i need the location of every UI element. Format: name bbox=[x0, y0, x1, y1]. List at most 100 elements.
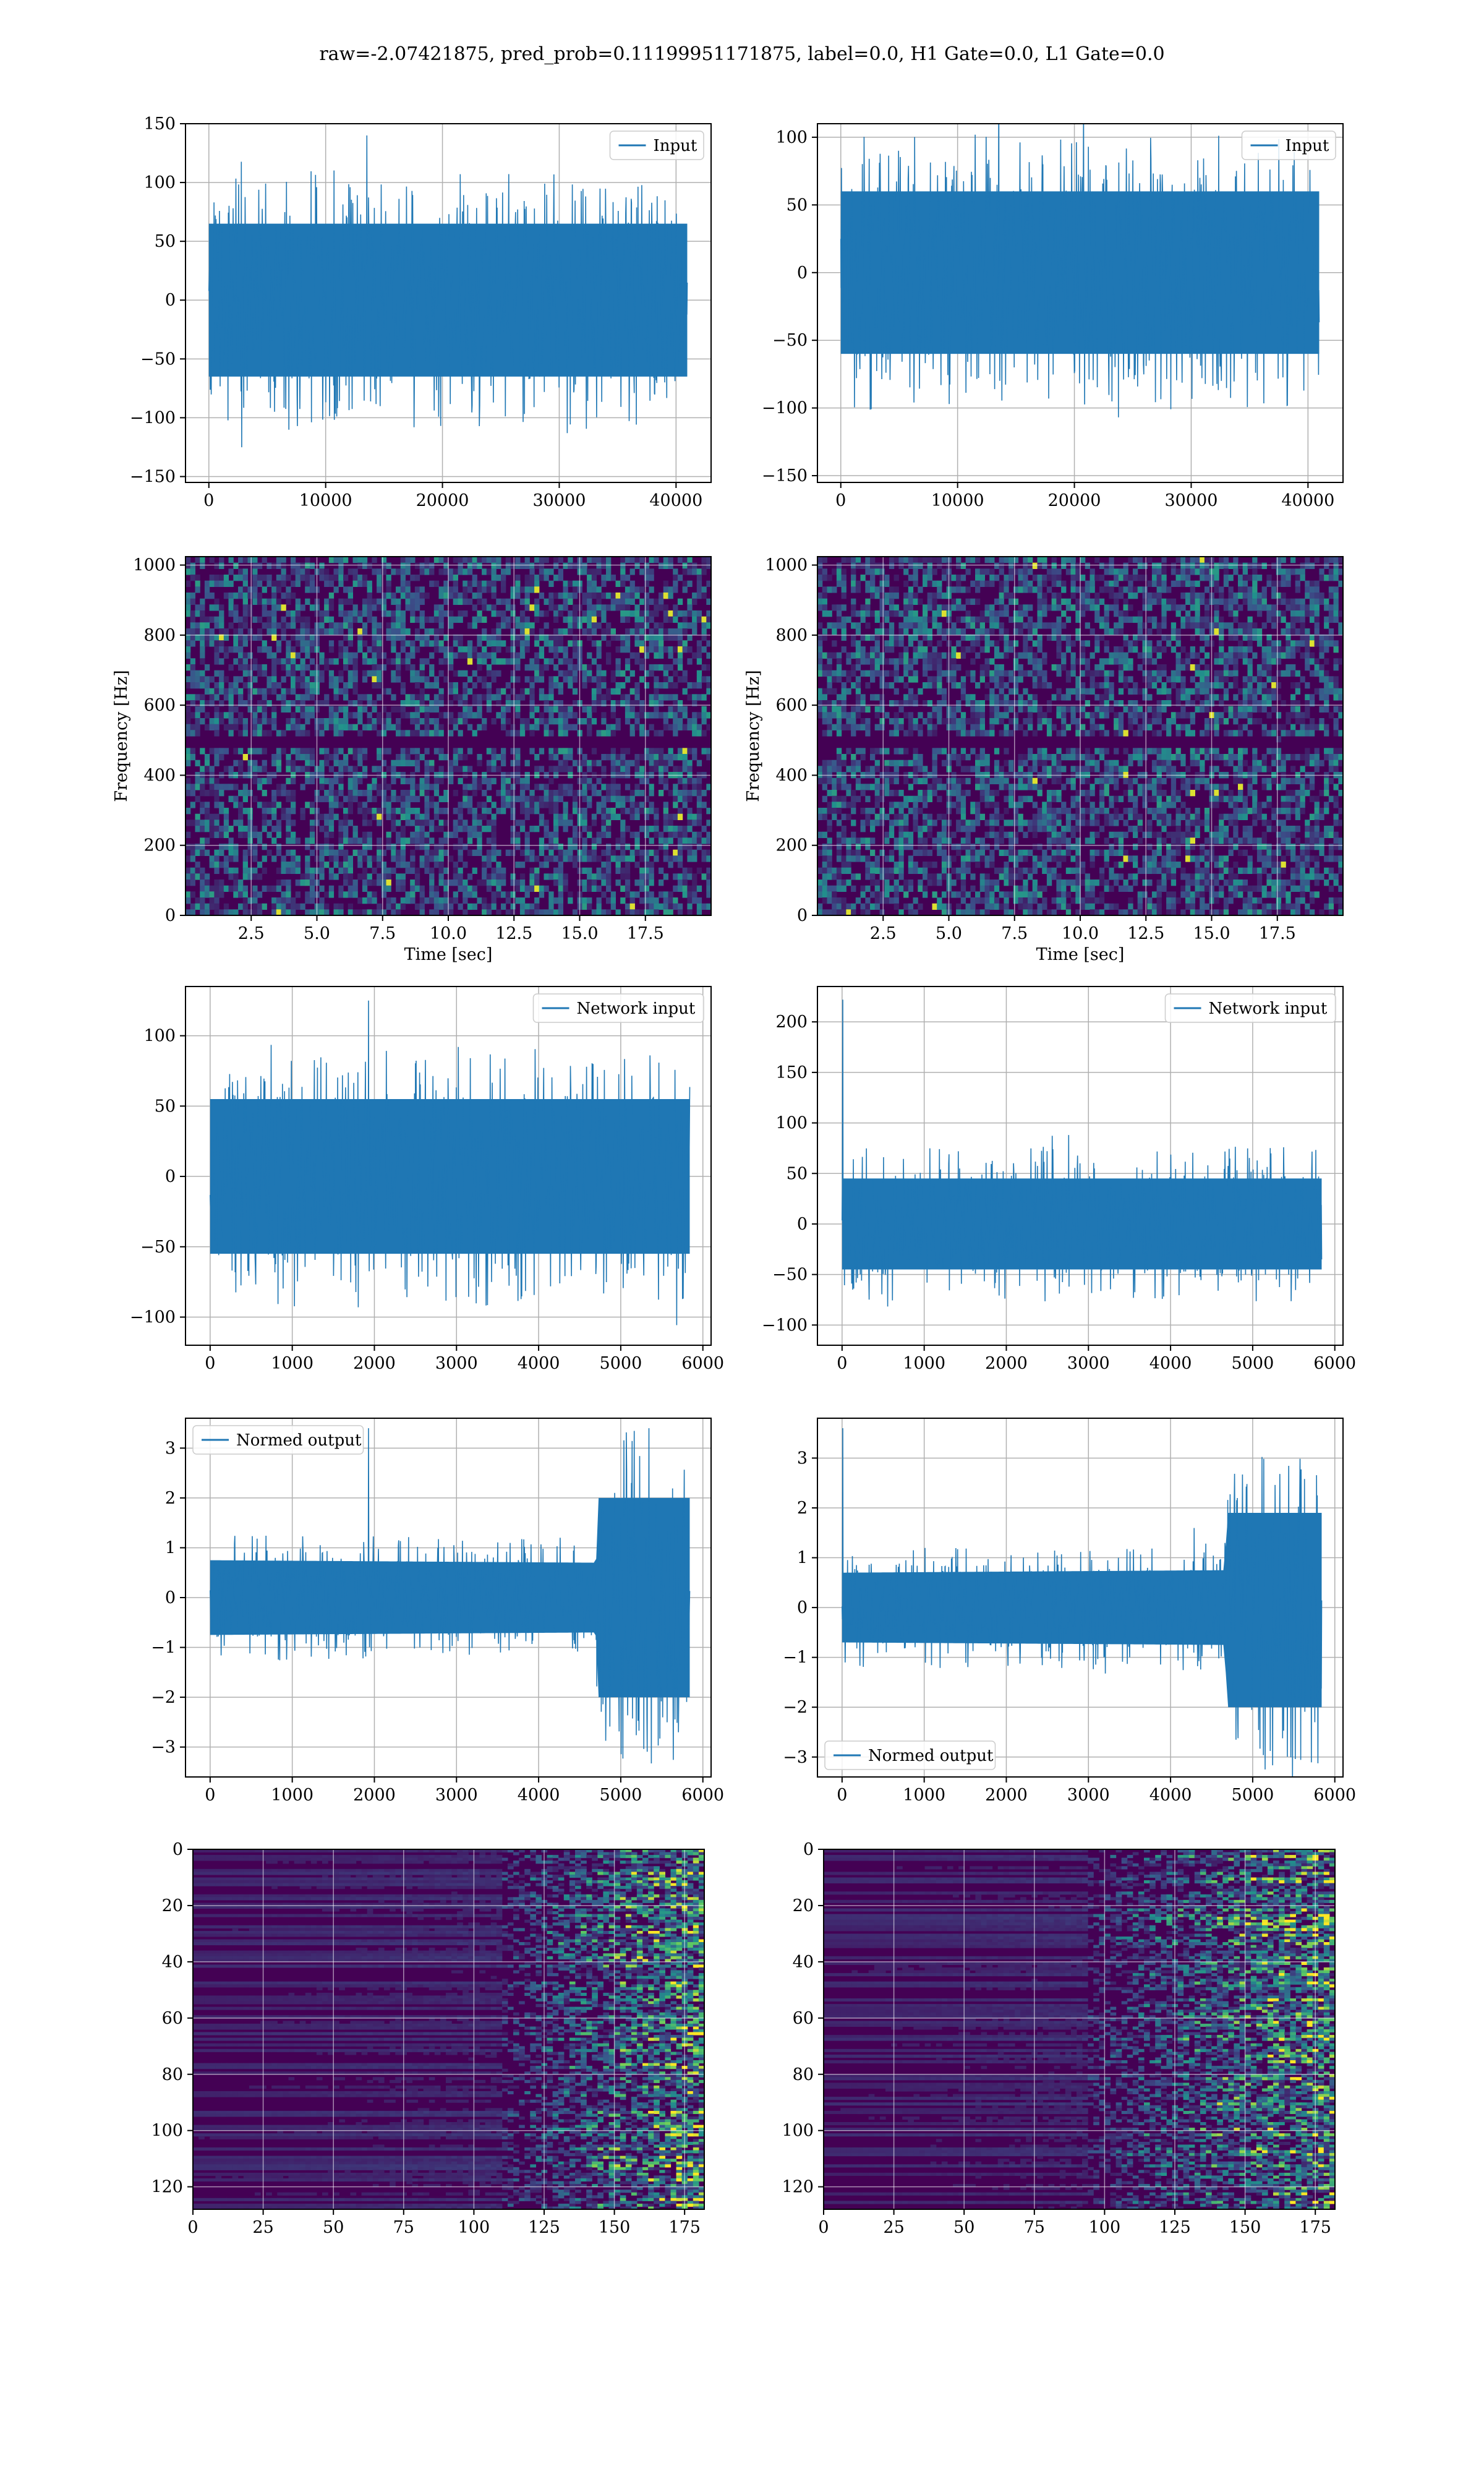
x-tick-label: 50 bbox=[323, 2218, 344, 2237]
input-l1-plot-area bbox=[817, 124, 1343, 482]
y-tick-label: 400 bbox=[775, 766, 808, 785]
y-tick-label: 60 bbox=[162, 2009, 183, 2028]
y-tick-label: 800 bbox=[143, 626, 176, 645]
y-tick-label: 200 bbox=[143, 836, 176, 855]
normed-output-h1-panel: Normed output 0 1000 2000 3000 4000 5000 6000 −3… bbox=[151, 1418, 724, 1805]
legend-label: Network input bbox=[1209, 999, 1328, 1018]
input-l1-panel: Input 0 10000 20000 30000 40000 −150 −100 −50 0 50… bbox=[762, 123, 1344, 510]
y-tick-label: 100 bbox=[143, 1027, 176, 1046]
legend: Normed output bbox=[192, 1425, 364, 1455]
x-tick-label: 25 bbox=[252, 2218, 273, 2237]
input-h1-panel: Input 0 10000 20000 30000 40000 −150 −100 −50 0 50… bbox=[130, 114, 712, 510]
x-tick-label: 6000 bbox=[1313, 1786, 1356, 1805]
spectrogram-h1-plot-area bbox=[186, 557, 711, 915]
y-tick-label: −3 bbox=[783, 1748, 808, 1767]
legend: Network input bbox=[532, 993, 704, 1023]
x-tick-label: 0 bbox=[837, 1786, 847, 1805]
x-tick-label: 3000 bbox=[435, 1786, 478, 1805]
x-tick-label: 6000 bbox=[681, 1354, 724, 1373]
y-tick-label: −50 bbox=[140, 1238, 176, 1257]
x-tick-label: 40000 bbox=[1281, 491, 1334, 510]
y-tick-label: 20 bbox=[793, 1896, 814, 1915]
x-tick-label: 0 bbox=[187, 2218, 198, 2237]
x-tick-label: 3000 bbox=[1067, 1786, 1110, 1805]
y-axis-label: Frequency [Hz] bbox=[744, 670, 763, 802]
x-tick-label: 2.5 bbox=[238, 924, 265, 943]
axes-frame bbox=[817, 1418, 1344, 1778]
x-tick-label: 30000 bbox=[1164, 491, 1217, 510]
x-tick-label: 5.0 bbox=[936, 924, 962, 943]
y-tick-label: 0 bbox=[165, 906, 176, 925]
network-input-l1-plot-area bbox=[817, 987, 1343, 1345]
x-axis-label: Time [sec] bbox=[404, 945, 493, 964]
x-tick-label: 0 bbox=[835, 491, 846, 510]
x-tick-label: 15.0 bbox=[1193, 924, 1230, 943]
legend-label: Normed output bbox=[868, 1747, 994, 1765]
axes-frame bbox=[185, 123, 712, 483]
x-tick-label: 25 bbox=[883, 2218, 904, 2237]
y-tick-label: 1000 bbox=[765, 556, 808, 575]
x-tick-label: 100 bbox=[458, 2218, 490, 2237]
y-tick-label: 1 bbox=[165, 1538, 176, 1557]
x-tick-label: 17.5 bbox=[627, 924, 664, 943]
feature-map-h1-panel: 0 25 50 75 100 125 150 175 0 20 40 60 80 100 120 bbox=[151, 1840, 705, 2237]
y-tick-label: −100 bbox=[130, 408, 176, 427]
y-tick-label: 60 bbox=[793, 2009, 814, 2028]
x-tick-label: 4000 bbox=[518, 1786, 560, 1805]
x-tick-label: 1000 bbox=[271, 1786, 313, 1805]
y-tick-label: 0 bbox=[165, 291, 176, 310]
y-tick-label: 1000 bbox=[133, 556, 176, 575]
x-tick-label: 175 bbox=[668, 2218, 701, 2237]
legend-box bbox=[824, 1740, 996, 1770]
normed-output-line bbox=[842, 1428, 1323, 1777]
legend-label: Network input bbox=[577, 999, 696, 1018]
x-tick-label: 3000 bbox=[435, 1354, 478, 1373]
legend: Normed output bbox=[824, 1740, 996, 1770]
y-tick-label: 0 bbox=[797, 1598, 808, 1617]
feature-map-l1-panel: 0 25 50 75 100 125 150 175 0 20 40 60 80 100 120 bbox=[782, 1840, 1336, 2237]
y-tick-label: 600 bbox=[143, 696, 176, 715]
y-tick-label: 150 bbox=[775, 1063, 808, 1082]
x-tick-label: 2000 bbox=[985, 1786, 1028, 1805]
y-tick-label: 150 bbox=[143, 114, 176, 134]
axes-frame bbox=[817, 123, 1344, 483]
y-tick-label: −150 bbox=[130, 467, 176, 486]
x-tick-label: 30000 bbox=[532, 491, 586, 510]
y-tick-label: −150 bbox=[762, 466, 808, 486]
legend: Input bbox=[609, 131, 704, 160]
y-tick-label: 400 bbox=[143, 766, 176, 785]
y-tick-label: 0 bbox=[165, 1167, 176, 1186]
x-tick-label: 10000 bbox=[299, 491, 352, 510]
y-tick-label: −2 bbox=[151, 1688, 176, 1707]
y-tick-label: −50 bbox=[772, 331, 808, 350]
input-line bbox=[840, 124, 1320, 417]
x-tick-label: 6000 bbox=[1313, 1354, 1356, 1373]
x-tick-label: 3000 bbox=[1067, 1354, 1110, 1373]
x-tick-label: 5000 bbox=[1232, 1354, 1274, 1373]
x-tick-label: 0 bbox=[203, 491, 214, 510]
x-tick-label: 125 bbox=[1159, 2218, 1191, 2237]
y-tick-label: 0 bbox=[797, 263, 808, 283]
y-tick-label: −2 bbox=[783, 1698, 808, 1717]
x-tick-label: 4000 bbox=[1149, 1786, 1192, 1805]
y-tick-label: −1 bbox=[783, 1648, 808, 1667]
x-tick-label: 75 bbox=[393, 2218, 414, 2237]
x-tick-label: 0 bbox=[818, 2218, 829, 2237]
x-tick-label: 40000 bbox=[649, 491, 702, 510]
y-tick-label: −100 bbox=[130, 1308, 176, 1327]
normed-output-l1-panel: Normed output 0 1000 2000 3000 4000 5000 6000 −3… bbox=[783, 1418, 1356, 1805]
y-tick-label: 3 bbox=[797, 1449, 808, 1468]
x-tick-label: 4000 bbox=[518, 1354, 560, 1373]
x-tick-label: 2000 bbox=[353, 1354, 396, 1373]
legend-label: Input bbox=[1286, 137, 1329, 155]
legend-box bbox=[609, 131, 704, 160]
y-tick-label: 1 bbox=[797, 1549, 808, 1568]
y-tick-label: −50 bbox=[772, 1265, 808, 1285]
legend-box bbox=[1241, 131, 1336, 160]
y-tick-label: 800 bbox=[775, 626, 808, 645]
y-tick-label: 50 bbox=[155, 232, 176, 251]
x-tick-label: 2000 bbox=[985, 1354, 1028, 1373]
legend-box bbox=[192, 1425, 364, 1455]
x-tick-label: 17.5 bbox=[1259, 924, 1296, 943]
